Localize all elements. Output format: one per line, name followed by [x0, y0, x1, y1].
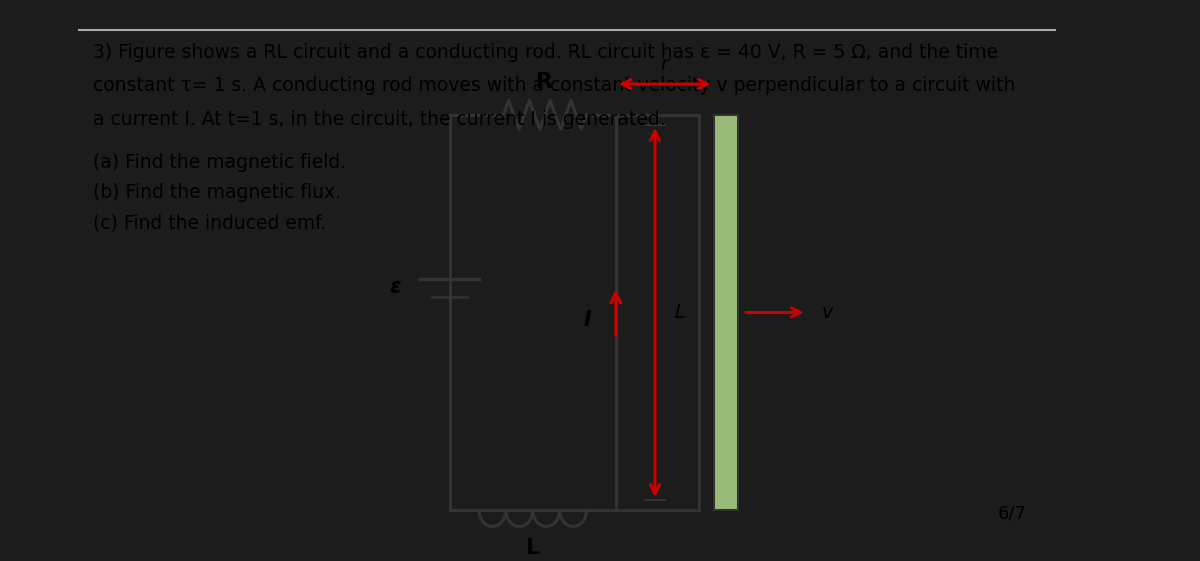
Text: I: I — [583, 310, 592, 330]
Text: L: L — [674, 303, 685, 322]
Text: constant τ= 1 s. A conducting rod moves with a constant velocity v perpendicular: constant τ= 1 s. A conducting rod moves … — [92, 76, 1015, 95]
Text: 6/7: 6/7 — [997, 505, 1027, 523]
Text: (b) Find the magnetic flux.: (b) Find the magnetic flux. — [92, 183, 341, 202]
Text: r: r — [661, 55, 668, 73]
Bar — [714, 115, 738, 510]
Text: (c) Find the induced emf.: (c) Find the induced emf. — [92, 213, 326, 232]
Text: ε: ε — [389, 277, 401, 297]
Text: v: v — [821, 303, 833, 322]
Text: L: L — [526, 539, 540, 558]
Text: 3) Figure shows a RL circuit and a conducting rod. RL circuit has ε = 40 V, R = : 3) Figure shows a RL circuit and a condu… — [92, 43, 997, 62]
Text: (a) Find the magnetic field.: (a) Find the magnetic field. — [92, 153, 346, 172]
Text: R: R — [536, 72, 553, 92]
Text: a current I. At t=1 s, in the circuit, the current I is generated.: a current I. At t=1 s, in the circuit, t… — [92, 110, 665, 128]
